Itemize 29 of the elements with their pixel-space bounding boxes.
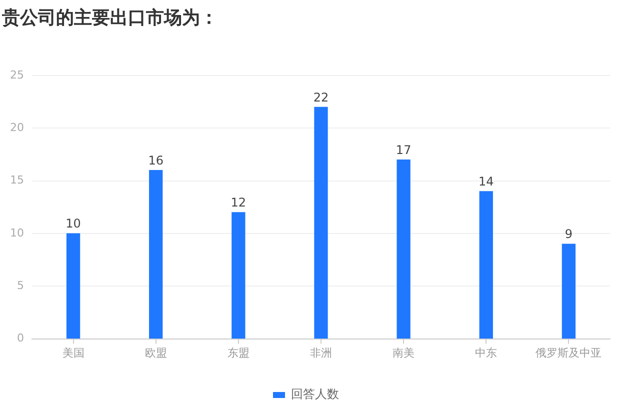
y-tick-label: 10 bbox=[10, 226, 24, 240]
y-tick-label: 20 bbox=[10, 121, 24, 134]
data-label: 16 bbox=[148, 153, 164, 168]
data-label: 9 bbox=[564, 227, 573, 242]
legend-label: 回答人数 bbox=[291, 387, 339, 402]
bar bbox=[314, 106, 328, 339]
bar bbox=[149, 170, 163, 339]
bar bbox=[66, 233, 80, 339]
y-tick-label: 0 bbox=[16, 332, 24, 345]
x-tick-label: 中东 bbox=[475, 346, 498, 360]
data-label: 14 bbox=[478, 174, 494, 189]
data-label: 12 bbox=[230, 196, 246, 210]
x-tick-label: 非洲 bbox=[310, 346, 332, 360]
x-tick-label: 俄罗斯及中亚 bbox=[536, 346, 602, 360]
bar bbox=[562, 244, 576, 339]
bar bbox=[232, 212, 246, 339]
y-tick-label: 15 bbox=[10, 174, 24, 187]
y-tick-label: 5 bbox=[16, 279, 24, 292]
data-label: 10 bbox=[66, 216, 81, 231]
chart-title: 贵公司的主要出口市场为： bbox=[1, 7, 218, 28]
data-label: 17 bbox=[396, 142, 412, 157]
x-tick-label: 东盟 bbox=[227, 346, 250, 360]
x-tick-label: 欧盟 bbox=[144, 346, 167, 360]
data-label: 22 bbox=[313, 90, 329, 104]
x-tick-label: 南美 bbox=[392, 346, 415, 360]
y-tick-label: 25 bbox=[10, 68, 24, 82]
x-tick-label: 美国 bbox=[62, 346, 84, 360]
bar bbox=[479, 191, 493, 339]
bar bbox=[396, 159, 410, 339]
